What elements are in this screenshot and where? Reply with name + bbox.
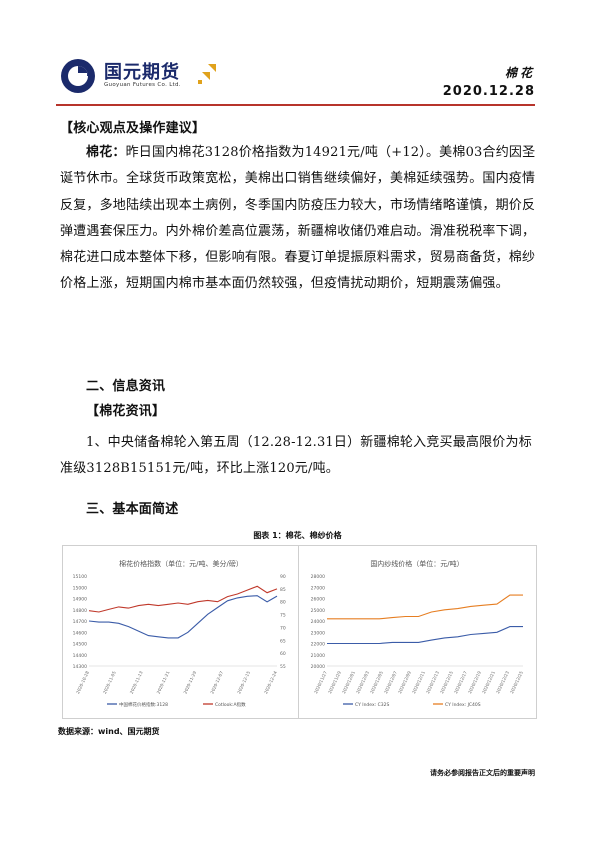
y-tick-label: 14800 [73,608,87,614]
x-tick-label: 2020-12-15 [236,670,251,694]
section-2-heading: 二、信息资讯 [86,379,166,394]
x-tick-label: 2020/12/03 [355,670,370,694]
core-view-paragraph: 棉花：昨日国内棉花3128价格指数为14921元/吨（+12）。美棉03合约因圣… [60,140,538,298]
x-tick-label: 2020/12/21 [481,670,496,694]
y-tick-label: 20000 [311,664,325,670]
series-line-1 [88,595,278,639]
series-line-2 [327,594,523,620]
logo-arrows-icon [198,64,216,84]
y-tick-label: 24000 [311,619,325,625]
y-right-tick-label: 70 [280,625,286,631]
x-tick-label: 2020/12/09 [397,670,412,694]
y-tick-label: 15000 [73,585,87,591]
y-tick-label: 26000 [311,597,325,603]
y-right-tick-label: 65 [280,638,286,644]
legend-label: CY Index: JC40S [445,702,481,708]
x-tick-label: 2020/12/25 [509,670,524,694]
series-line-2 [88,585,278,613]
figure-title: 图表 1：棉花、棉纱价格 [253,531,342,540]
legend-label: Cotlook:A指数 [215,701,246,708]
y-right-tick-label: 85 [280,587,286,593]
y-tick-label: 25000 [311,608,325,614]
chart-title: 国内纱线价格（单位：元/吨） [370,559,463,568]
y-tick-label: 22000 [311,642,325,648]
x-tick-label: 2020/12/23 [495,670,510,694]
section-3-heading: 三、基本面简述 [86,502,179,517]
x-tick-label: 2020-12-24 [263,670,278,694]
logo-mark-icon [61,59,95,93]
y-tick-label: 23000 [311,630,325,636]
company-name: 国元期货 [104,62,180,83]
company-logo [58,56,218,96]
y-tick-label: 21000 [311,653,325,659]
x-tick-label: 2020-11-13 [129,670,144,694]
y-right-tick-label: 75 [280,613,286,619]
core-view-text: 昨日国内棉花3128价格指数为14921元/吨（+12）。美棉03合约因圣诞节休… [60,145,536,292]
x-tick-label: 2020/12/19 [467,670,482,694]
y-tick-label: 28000 [311,574,325,580]
y-right-tick-label: 90 [280,574,286,580]
cotton-news-item: 1、中央储备棉轮入第五周（12.28-12.31日）新疆棉轮入竞买最高限价为标准… [60,435,532,477]
report-category: 棉花 [504,66,535,80]
report-date: 2020.12.28 [442,84,535,99]
x-tick-label: 2020-11-29 [183,670,198,694]
x-tick-label: 2020-10-28 [75,670,90,694]
y-right-tick-label: 55 [280,664,286,670]
x-tick-label: 2020/11/29 [327,670,342,694]
cotton-price-chart-svg: 棉花价格指数（单位：元/吨、美分/磅） 15100 15000 14900 14800 1… [73,559,286,708]
y-tick-label: 14900 [73,597,87,603]
y-tick-label: 14500 [73,642,87,648]
cotton-price-chart: 棉花价格指数（单位：元/吨、美分/磅） 15100 15000 14900 14800 1… [62,545,301,719]
x-tick-label: 2020-11-05 [102,670,117,694]
footer-disclaimer: 请务必参阅报告正文后的重要声明 [430,769,535,777]
x-tick-label: 2020/12/15 [439,670,454,694]
core-view-label: 棉花： [86,145,126,160]
series-line-1 [327,626,523,645]
legend-label: 中国棉花价格指数:3128 [119,701,168,708]
yarn-price-chart-svg: 国内纱线价格（单位：元/吨） 28000 27000 26000 25000 24000 2… [311,559,524,708]
y-right-tick-label: 80 [280,600,286,606]
x-tick-label: 2020/11/27 [313,670,328,694]
x-tick-label: 2020/12/13 [425,670,440,694]
legend-label: CY Index: C32S [355,702,389,708]
y-right-tick-label: 60 [280,651,286,657]
y-tick-label: 14300 [73,664,87,670]
y-tick-label: 14700 [73,619,87,625]
x-tick-label: 2020-12-07 [209,670,224,694]
header-divider [56,104,535,106]
x-tick-label: 2020/12/01 [341,670,356,694]
cotton-news-heading: 【棉花资讯】 [86,404,166,419]
y-tick-label: 27000 [311,585,325,591]
y-tick-label: 14400 [73,653,87,659]
x-tick-label: 2020/12/11 [411,670,426,694]
y-tick-label: 14600 [73,630,87,636]
yarn-price-chart: 国内纱线价格（单位：元/吨） 28000 27000 26000 25000 24000 2… [298,545,537,719]
chart-title: 棉花价格指数（单位：元/吨、美分/磅） [119,559,243,568]
x-tick-label: 2020/12/17 [453,670,468,694]
company-name-en: Guoyuan Futures Co. Ltd. [104,82,181,88]
y-tick-label: 15100 [73,574,87,580]
data-source: 数据来源：wind、国元期货 [58,727,160,736]
core-view-heading: 【核心观点及操作建议】 [60,121,206,136]
x-tick-label: 2020/12/05 [369,670,384,694]
x-tick-label: 2020/12/07 [383,670,398,694]
x-tick-label: 2020-11-21 [156,670,171,694]
